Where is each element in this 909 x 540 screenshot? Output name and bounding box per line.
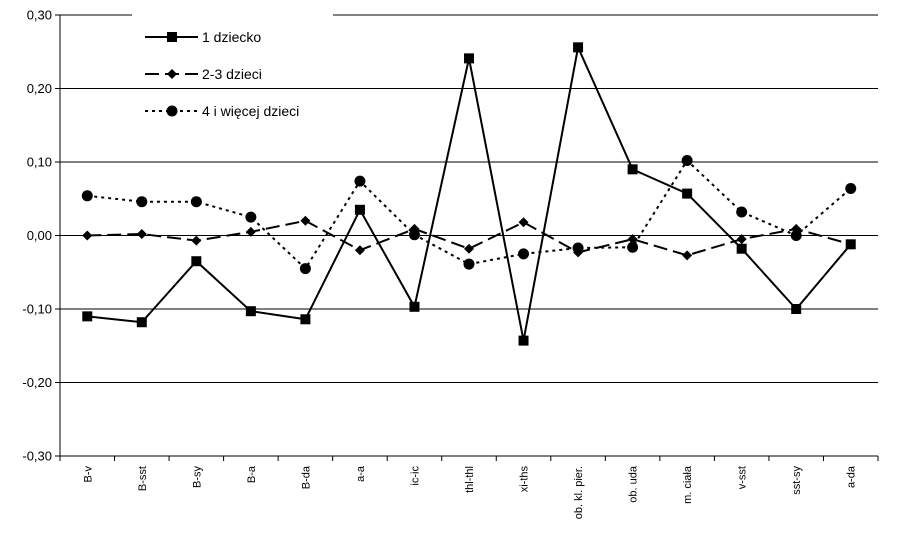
legend-label: 4 i więcej dzieci <box>202 103 299 119</box>
legend-label: 2-3 dzieci <box>202 66 262 82</box>
data-point <box>736 206 748 218</box>
x-tick-label: ic-ic <box>409 466 421 486</box>
data-point <box>681 155 693 167</box>
data-point <box>682 250 693 261</box>
data-point <box>736 243 747 254</box>
x-tick-label: a-da <box>846 465 858 488</box>
x-tick-label: B-sy <box>191 466 203 489</box>
legend-item: 2-3 dzieci <box>145 66 262 82</box>
data-point <box>245 211 257 223</box>
data-point <box>464 243 474 254</box>
data-point <box>409 301 420 312</box>
data-point <box>845 239 856 250</box>
x-tick-label: B-v <box>82 466 94 483</box>
y-tick-label: -0,10 <box>22 302 52 317</box>
data-point <box>627 164 638 175</box>
data-point <box>354 204 365 215</box>
data-point <box>299 263 311 275</box>
y-tick-label: 0,10 <box>27 155 52 170</box>
data-point <box>682 188 693 199</box>
data-point <box>572 242 584 254</box>
data-point <box>464 53 474 64</box>
legend-marker <box>166 105 178 117</box>
legend-label: 1 dziecko <box>202 29 261 45</box>
data-point <box>790 230 802 241</box>
x-tick-label: ob. uda <box>628 465 640 503</box>
y-tick-labels: 0,30 0,20 0,10 0,00 -0,10 -0,20 -0,30 <box>22 8 52 464</box>
series-1 <box>82 42 856 346</box>
x-tick-label: v-sst <box>737 466 749 489</box>
legend: 1 dziecko 2-3 dzieci 4 i więcej dzieci <box>145 29 299 119</box>
legend-item: 1 dziecko <box>145 29 261 45</box>
data-point <box>300 314 311 325</box>
y-tick-label: 0,00 <box>27 228 52 243</box>
data-point <box>627 241 639 253</box>
y-tick-label: -0,30 <box>22 449 52 464</box>
data-point <box>136 196 148 208</box>
legend-marker <box>167 69 177 79</box>
data-point <box>81 190 93 202</box>
axes <box>55 14 879 461</box>
y-tick-label: -0,20 <box>22 375 52 390</box>
data-point <box>736 234 747 245</box>
series-group <box>81 42 857 346</box>
data-point <box>463 258 475 270</box>
data-point <box>354 175 366 187</box>
data-point <box>191 235 202 246</box>
x-tick-label: xi-ths <box>519 466 531 493</box>
x-tick-label: ob. kl. pier. <box>573 466 585 519</box>
series-3 <box>81 155 857 275</box>
legend-item: 4 i więcej dzieci <box>145 103 299 119</box>
data-point <box>845 182 857 194</box>
data-point <box>82 311 93 322</box>
x-tick-label: thl-thl <box>464 466 476 493</box>
data-point <box>573 42 584 53</box>
data-point <box>791 304 802 314</box>
y-tick-label: 0,20 <box>27 81 52 96</box>
x-tick-label: sst-sy <box>791 466 803 495</box>
data-point <box>354 245 365 256</box>
gridlines <box>60 14 878 383</box>
data-point <box>300 215 311 226</box>
data-point <box>518 248 530 260</box>
series-line <box>87 158 852 271</box>
series-line <box>87 219 852 257</box>
data-point <box>136 229 147 240</box>
x-tick-label: m. ciała <box>682 465 694 504</box>
x-tick-labels: B-v B-sst B-sy B-a B-da a-a ic-ic thl-thl xi-ths… <box>82 465 857 519</box>
x-tick-label: a-a <box>355 465 367 482</box>
data-point <box>408 229 420 241</box>
series-line <box>87 44 852 341</box>
data-point <box>82 230 93 241</box>
data-point <box>190 196 202 208</box>
x-tick-label: B-a <box>246 465 258 483</box>
data-point <box>191 256 202 267</box>
data-point <box>245 226 256 237</box>
x-tick-label: B-da <box>300 465 312 489</box>
y-tick-label: 0,30 <box>27 8 52 23</box>
data-point <box>518 335 529 346</box>
data-point <box>245 306 256 317</box>
x-tick-label: B-sst <box>137 466 149 491</box>
legend-marker <box>167 32 177 42</box>
data-point <box>518 217 529 228</box>
data-point <box>136 317 147 328</box>
